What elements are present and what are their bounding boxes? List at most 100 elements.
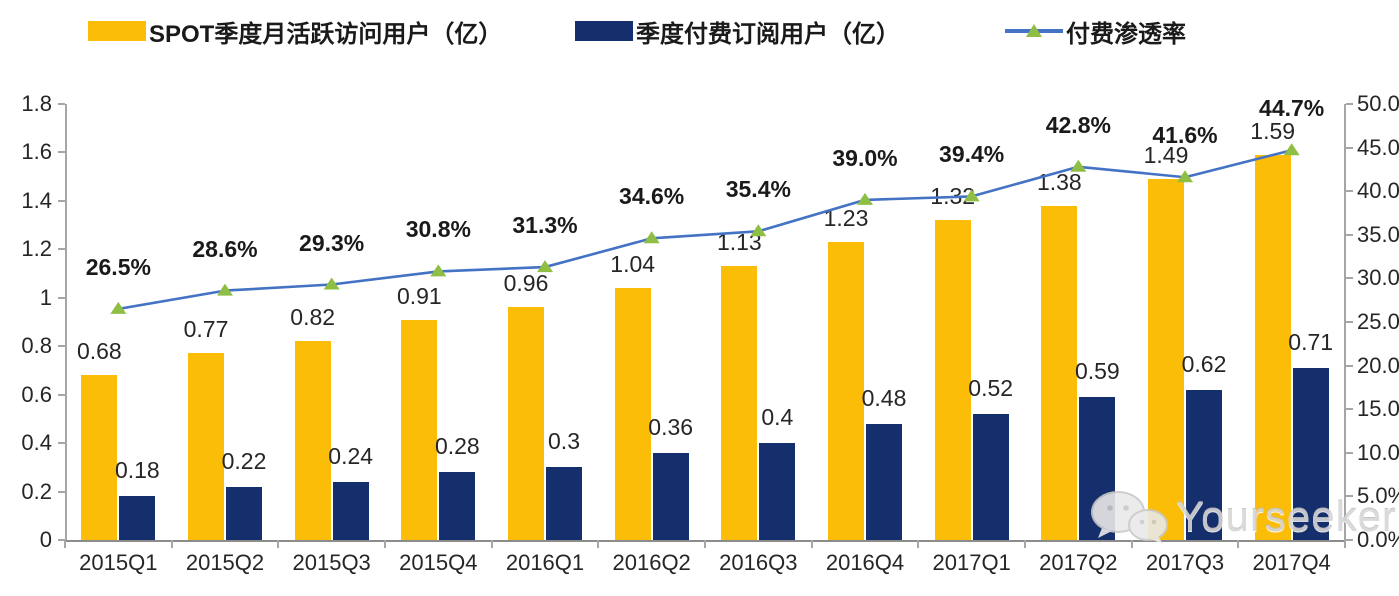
penetration-value-label: 35.4%: [725, 176, 791, 203]
x-axis-tick: [917, 540, 920, 548]
line-marker-triangle-icon: [537, 260, 553, 273]
bar-mau: [1148, 179, 1184, 540]
y-axis-right-tick-label: 15.0%: [1357, 396, 1399, 422]
y-axis-left-tick: [58, 296, 65, 299]
y-axis-left-line: [65, 104, 67, 540]
y-axis-left-tick: [58, 539, 65, 541]
y-axis-right-tick: [1346, 277, 1353, 280]
x-axis-tick-label: 2017Q3: [1145, 550, 1225, 575]
x-axis-tick: [277, 540, 280, 548]
bar-mau: [934, 220, 971, 540]
y-axis-right-tick-label: 45.0%: [1357, 134, 1399, 160]
bar-subscribers: [119, 496, 156, 540]
legend-label-mau: SPOT季度月活跃访问用户（亿）: [149, 20, 503, 48]
legend-label-subscribers: 季度付费订阅用户（亿）: [636, 20, 900, 48]
bar-subscribers: [439, 472, 476, 540]
bar-subscribers-value-label: 0.18: [114, 457, 160, 484]
y-axis-left-tick-label: 0.6: [21, 381, 52, 407]
penetration-value-label: 42.8%: [1045, 111, 1111, 138]
y-axis-left-tick: [58, 151, 65, 154]
bar-subscribers-value-label: 0.28: [434, 433, 480, 460]
y-axis-left-tick: [58, 248, 65, 251]
x-axis-tick: [384, 540, 386, 548]
penetration-line-path: [118, 148, 1292, 311]
y-axis-right-line: [1344, 104, 1346, 540]
x-axis-tick: [1344, 540, 1346, 548]
legend-line-marker-icon: [1005, 21, 1063, 41]
line-marker-triangle-icon: [643, 231, 660, 244]
bar-mau-value-label: 0.96: [503, 270, 549, 297]
line-marker-triangle-icon: [1177, 170, 1193, 183]
y-axis-left-tick-label: 0: [39, 527, 52, 552]
bar-subscribers-value-label: 0.24: [328, 442, 374, 469]
x-axis-tick-label: 2016Q4: [825, 550, 905, 575]
x-axis-tick: [64, 540, 66, 548]
bar-subscribers-value-label: 0.3: [548, 428, 580, 455]
y-axis-right-tick: [1346, 495, 1353, 498]
bar-subscribers: [226, 486, 262, 540]
x-axis-tick: [1024, 540, 1026, 548]
y-axis-right-tick: [1346, 321, 1353, 323]
penetration-value-label: 26.5%: [85, 253, 151, 280]
bar-subscribers: [866, 423, 902, 540]
bar-subscribers: [546, 467, 582, 540]
x-axis-tick-label: 2015Q4: [399, 550, 478, 575]
x-axis-tick-label: 2015Q2: [185, 550, 265, 575]
legend-item-penetration: 付费渗透率: [1005, 16, 1186, 48]
legend-item-subscribers: 季度付费订阅用户（亿）: [575, 16, 900, 48]
y-axis-right-tick: [1346, 364, 1353, 367]
y-axis-right-tick-label: 35.0%: [1357, 221, 1399, 247]
penetration-value-label: 34.6%: [619, 183, 685, 210]
bar-mau-value-label: 1.59: [1250, 117, 1296, 144]
bar-mau-value-label: 1.04: [610, 251, 656, 278]
line-marker-triangle-icon: [323, 277, 340, 290]
x-axis-tick: [490, 540, 493, 548]
y-axis-right-tick-label: 0.0%: [1357, 527, 1399, 552]
x-axis-tick-label: 2017Q2: [1039, 550, 1118, 575]
y-axis-right-tick: [1346, 233, 1353, 236]
bar-subscribers: [1186, 389, 1222, 540]
y-axis-left-tick: [58, 393, 65, 396]
bar-mau: [508, 307, 544, 540]
y-axis-right-tick-label: 25.0%: [1357, 309, 1399, 334]
line-marker-triangle-icon: [750, 224, 767, 237]
x-axis-tick-label: 2015Q3: [292, 550, 371, 575]
x-axis-tick-label: 2016Q1: [505, 550, 585, 575]
bar-mau: [1041, 205, 1078, 540]
bar-mau-value-label: 0.77: [183, 316, 229, 343]
penetration-value-label: 30.8%: [405, 216, 471, 243]
bar-subscribers: [759, 443, 796, 540]
line-marker-triangle-icon: [857, 192, 873, 205]
x-axis-tick: [704, 540, 706, 548]
legend-label-penetration: 付费渗透率: [1066, 20, 1186, 48]
x-axis-tick-label: 2017Q4: [1252, 550, 1331, 575]
bar-mau: [188, 353, 224, 540]
penetration-value-label: 44.7%: [1259, 95, 1325, 122]
bar-subscribers-value-label: 0.71: [1288, 329, 1334, 356]
line-marker-triangle-icon: [1283, 143, 1300, 156]
y-axis-right-tick-label: 10.0%: [1357, 439, 1399, 465]
legend-swatch-subscribers-icon: [575, 21, 633, 41]
bar-mau: [401, 319, 438, 540]
bar-mau-value-label: 1.49: [1143, 142, 1189, 169]
x-axis-tick: [1237, 540, 1240, 548]
bar-mau: [721, 266, 758, 540]
y-axis-right-tick: [1346, 103, 1353, 105]
y-axis-right-tick: [1346, 451, 1353, 454]
y-axis-right-tick-label: 40.0%: [1357, 178, 1399, 204]
y-axis-left-tick: [58, 490, 65, 493]
bar-subscribers-value-label: 0.48: [861, 384, 907, 411]
y-axis-left-tick: [58, 199, 65, 202]
bar-mau: [614, 288, 651, 540]
x-axis-tick: [1130, 540, 1133, 548]
bar-mau: [1254, 154, 1291, 540]
x-axis-tick-label: 2016Q2: [612, 550, 691, 575]
y-axis-left-tick-label: 1.4: [21, 187, 52, 213]
bar-subscribers-value-label: 0.4: [761, 404, 794, 431]
bar-mau: [294, 341, 331, 540]
bar-subscribers-value-label: 0.52: [968, 375, 1014, 402]
penetration-rate-line: [110, 143, 1300, 314]
bar-subscribers: [652, 452, 689, 540]
penetration-value-label: 29.3%: [299, 229, 365, 256]
